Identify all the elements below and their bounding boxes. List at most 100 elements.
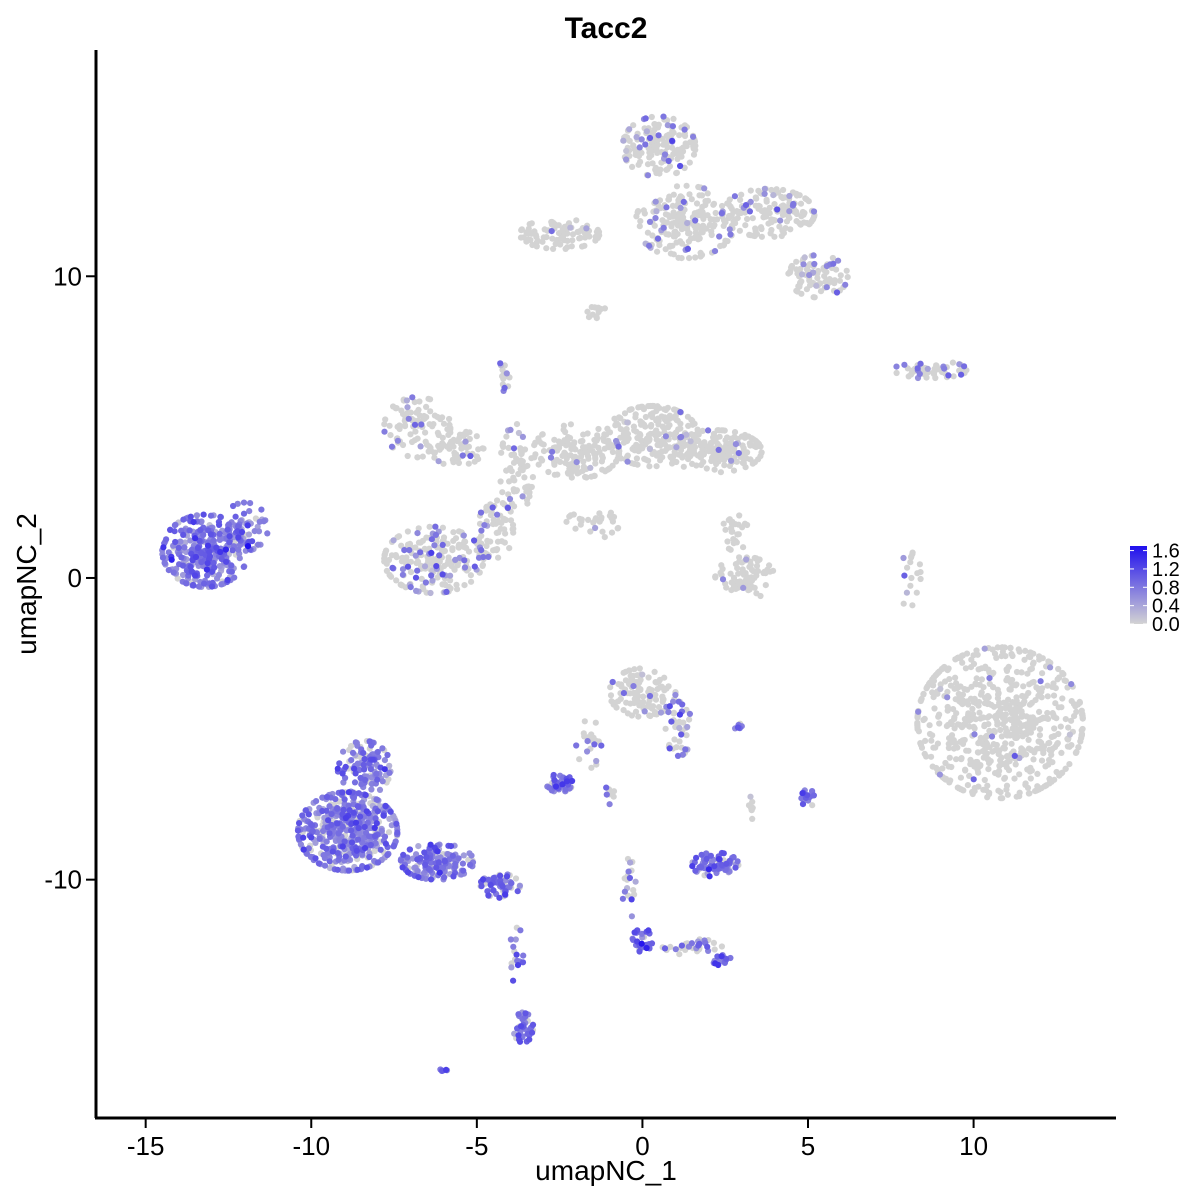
data-point: [683, 182, 690, 189]
data-point: [438, 547, 445, 554]
data-point: [434, 848, 441, 855]
data-point: [621, 888, 629, 895]
data-point: [626, 678, 633, 685]
data-point: [170, 569, 177, 576]
data-point: [994, 721, 1001, 728]
data-point: [1021, 694, 1028, 701]
data-point: [204, 560, 211, 567]
data-point: [941, 365, 948, 372]
data-point: [653, 463, 660, 470]
data-point: [531, 442, 538, 449]
data-point: [1066, 761, 1073, 768]
data-point: [581, 718, 588, 725]
data-point: [689, 421, 696, 428]
data-point: [623, 147, 630, 154]
data-point: [386, 422, 393, 429]
data-point: [930, 677, 938, 685]
data-point: [404, 404, 411, 411]
data-point: [691, 138, 699, 145]
data-point: [480, 554, 487, 561]
data-point: [559, 226, 566, 233]
data-point: [598, 742, 605, 749]
data-point: [672, 219, 679, 226]
data-point: [522, 1010, 529, 1017]
data-point: [236, 555, 243, 562]
data-point: [501, 384, 508, 391]
data-point: [355, 790, 362, 797]
data-point: [669, 123, 677, 130]
data-point: [688, 940, 696, 947]
data-point: [810, 294, 817, 301]
data-point: [692, 254, 699, 261]
data-point: [447, 572, 454, 579]
data-point: [568, 474, 575, 481]
data-point: [756, 441, 763, 448]
data-point: [420, 586, 427, 593]
data-point: [635, 404, 642, 411]
data-point: [678, 942, 686, 949]
data-point: [624, 458, 631, 465]
data-point: [222, 546, 229, 553]
data-point: [471, 563, 478, 570]
data-point: [244, 543, 252, 550]
data-point: [647, 148, 654, 156]
data-point: [729, 528, 736, 535]
data-point: [621, 875, 628, 882]
data-point: [693, 200, 701, 207]
data-point: [1049, 710, 1056, 717]
data-point: [917, 575, 924, 583]
data-point: [348, 757, 355, 764]
data-point: [931, 365, 938, 372]
data-point: [218, 581, 225, 588]
data-point: [339, 770, 346, 777]
data-point: [792, 208, 800, 215]
data-point: [908, 574, 915, 582]
data-point: [398, 581, 405, 589]
data-point: [608, 698, 615, 705]
data-point: [613, 437, 620, 445]
data-point: [749, 215, 756, 222]
data-point: [731, 582, 738, 590]
data-point: [685, 238, 693, 245]
data-point: [159, 554, 167, 561]
data-point: [332, 796, 339, 803]
data-point: [329, 848, 336, 855]
data-point: [1047, 664, 1054, 671]
data-point: [808, 280, 815, 287]
data-point: [1022, 780, 1029, 787]
data-point: [620, 439, 628, 446]
data-point: [955, 690, 962, 698]
data-point: [638, 421, 645, 428]
data-point: [485, 876, 492, 883]
data-point: [521, 474, 528, 481]
data-point: [251, 528, 258, 535]
data-point: [508, 964, 515, 971]
data-point: [814, 275, 821, 282]
data-point: [754, 568, 762, 575]
data-point: [653, 407, 660, 415]
data-point: [701, 185, 708, 192]
data-point: [543, 245, 550, 252]
data-point: [264, 530, 271, 537]
data-point: [740, 544, 747, 551]
data-point: [921, 715, 928, 723]
data-point: [568, 446, 575, 453]
data-point: [748, 804, 755, 811]
data-point: [414, 567, 421, 574]
data-point: [172, 538, 179, 546]
data-point: [519, 433, 527, 440]
data-point: [698, 251, 706, 259]
data-point: [969, 705, 976, 713]
data-point: [372, 840, 379, 847]
data-point: [977, 762, 984, 769]
data-point: [503, 433, 510, 440]
data-point: [665, 709, 672, 716]
data-point: [778, 193, 785, 200]
data-point: [624, 419, 631, 426]
y-axis-title: umapNC_2: [11, 513, 42, 655]
data-point: [638, 940, 645, 947]
data-point: [504, 504, 511, 511]
data-point: [422, 429, 429, 436]
data-point: [926, 730, 934, 738]
data-point: [716, 233, 723, 240]
